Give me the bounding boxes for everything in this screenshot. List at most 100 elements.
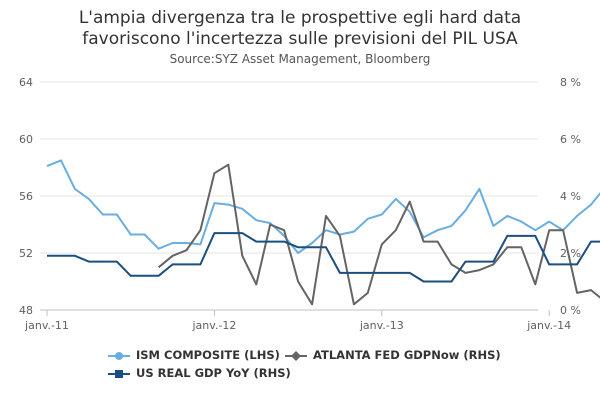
y-left-tick-label: 48 xyxy=(19,304,33,317)
data-point-ism xyxy=(589,203,592,206)
data-point-atlanta xyxy=(395,229,397,231)
data-point-ism xyxy=(520,220,523,223)
data-point-atlanta xyxy=(171,255,173,257)
data-point-us-gdp xyxy=(506,235,508,237)
legend-swatch-ism xyxy=(108,351,130,360)
data-point-ism xyxy=(87,197,90,200)
data-point-ism xyxy=(506,214,509,217)
x-tick-label: janv.-12 xyxy=(191,319,236,332)
data-point-atlanta xyxy=(199,229,201,231)
data-point-atlanta xyxy=(590,289,592,291)
data-point-atlanta xyxy=(548,229,550,231)
data-point-us-gdp xyxy=(116,261,118,263)
data-point-atlanta xyxy=(478,269,480,271)
series-line-us-gdp xyxy=(47,232,600,283)
y-right-tick-label: 6 % xyxy=(560,133,581,146)
legend-item-us-gdp[interactable]: US REAL GDP YoY (RHS) xyxy=(108,366,291,380)
data-point-us-gdp xyxy=(213,232,215,234)
data-point-us-gdp xyxy=(562,263,564,265)
data-point-ism xyxy=(213,202,216,205)
data-point-us-gdp xyxy=(353,272,355,274)
data-point-ism xyxy=(478,187,481,190)
y-left-tick-label: 52 xyxy=(19,247,33,260)
y-axis-right: 0 % 2 % 4 % 6 % 8 % xyxy=(560,76,581,317)
data-point-us-gdp xyxy=(74,255,76,257)
data-point-ism xyxy=(59,159,62,162)
data-point-us-gdp xyxy=(60,255,62,257)
series-line-ism xyxy=(46,159,600,254)
data-point-ism xyxy=(436,229,439,232)
data-point-us-gdp xyxy=(492,261,494,263)
data-point-ism xyxy=(45,164,48,167)
data-point-atlanta xyxy=(339,235,341,237)
y-right-tick-label: 0 % xyxy=(560,304,581,317)
data-point-us-gdp xyxy=(381,272,383,274)
data-point-us-gdp xyxy=(478,261,480,263)
chart-title-line-2: favoriscono l'incertezza sulle prevision… xyxy=(82,29,518,49)
data-point-ism xyxy=(255,219,258,222)
data-point-atlanta xyxy=(492,263,494,265)
data-point-us-gdp xyxy=(590,241,592,243)
data-point-ism xyxy=(101,213,104,216)
data-point-ism xyxy=(129,233,132,236)
series-line-atlanta xyxy=(157,163,600,306)
legend-swatch-atlanta xyxy=(285,350,307,361)
data-point-ism xyxy=(310,241,313,244)
data-point-us-gdp xyxy=(88,261,90,263)
data-point-atlanta xyxy=(241,255,243,257)
data-point-atlanta xyxy=(506,246,508,248)
x-tick-label: janv.-11 xyxy=(24,319,69,332)
data-point-atlanta xyxy=(269,223,271,225)
gridlines xyxy=(40,81,538,311)
legend-swatch-us-gdp xyxy=(108,369,130,378)
data-point-ism xyxy=(464,209,467,212)
data-point-atlanta xyxy=(450,263,452,265)
data-point-ism xyxy=(241,207,244,210)
data-point-atlanta xyxy=(353,303,355,305)
y-left-tick-label: 60 xyxy=(19,133,33,146)
chart-subtitle: Source:SYZ Asset Management, Bloomberg xyxy=(169,52,431,66)
data-point-atlanta xyxy=(325,215,327,217)
data-point-us-gdp xyxy=(46,255,48,257)
data-point-us-gdp xyxy=(186,263,188,265)
data-point-us-gdp xyxy=(255,241,257,243)
legend-label-ism: ISM COMPOSITE (LHS) xyxy=(136,348,280,362)
legend-label-us-gdp: US REAL GDP YoY (RHS) xyxy=(136,366,291,380)
data-point-atlanta xyxy=(436,240,438,242)
data-point-us-gdp xyxy=(311,246,313,248)
data-point-atlanta xyxy=(520,246,522,248)
data-point-ism xyxy=(73,187,76,190)
data-point-atlanta xyxy=(381,243,383,245)
data-point-us-gdp xyxy=(269,241,271,243)
data-point-ism xyxy=(534,229,537,232)
legend-item-ism[interactable]: ISM COMPOSITE (LHS) xyxy=(108,348,280,362)
data-point-atlanta xyxy=(185,249,187,251)
data-point-ism xyxy=(450,224,453,227)
data-point-us-gdp xyxy=(158,275,160,277)
y-right-tick-label: 2 % xyxy=(560,247,581,260)
data-point-ism xyxy=(157,247,160,250)
data-point-ism xyxy=(576,214,579,217)
data-point-atlanta xyxy=(227,163,229,165)
y-left-tick-label: 56 xyxy=(19,190,33,203)
data-point-us-gdp xyxy=(534,235,536,237)
data-point-atlanta xyxy=(367,292,369,294)
y-axis-left: 48 52 56 60 64 xyxy=(19,76,33,317)
data-point-atlanta xyxy=(297,280,299,282)
y-right-tick-label: 4 % xyxy=(560,190,581,203)
data-point-us-gdp xyxy=(423,281,425,283)
x-tick-label: janv.-14 xyxy=(526,319,571,332)
data-point-us-gdp xyxy=(102,261,104,263)
data-point-ism xyxy=(492,224,495,227)
data-point-ism xyxy=(297,251,300,254)
data-point-ism xyxy=(366,217,369,220)
y-right-tick-label: 8 % xyxy=(560,76,581,89)
data-point-us-gdp xyxy=(409,272,411,274)
data-point-us-gdp xyxy=(172,263,174,265)
data-point-atlanta xyxy=(422,240,424,242)
data-point-us-gdp xyxy=(465,261,467,263)
data-point-ism xyxy=(548,220,551,223)
data-point-atlanta xyxy=(255,283,257,285)
legend-item-atlanta[interactable]: ATLANTA FED GDPNow (RHS) xyxy=(285,348,501,362)
data-point-us-gdp xyxy=(367,272,369,274)
